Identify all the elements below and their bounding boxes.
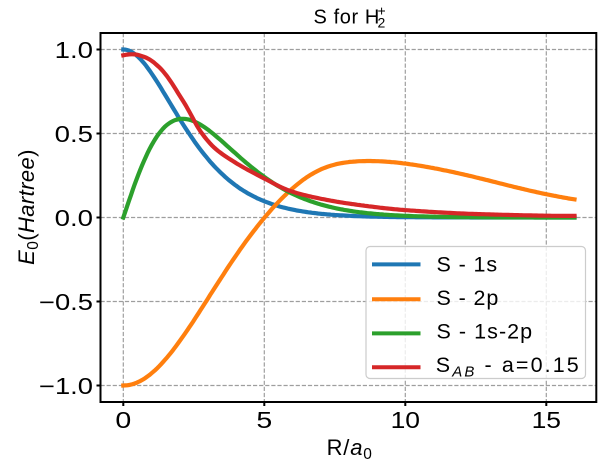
svg-text:E0(Hartree): E0(Hartree): [14, 149, 42, 265]
svg-text:15: 15: [532, 408, 561, 433]
svg-text:2: 2: [378, 15, 386, 31]
svg-text:5: 5: [256, 408, 272, 433]
svg-text:S - 1s-2p: S - 1s-2p: [437, 320, 534, 344]
svg-text:1.0: 1.0: [55, 38, 93, 63]
svg-text:−0.5: −0.5: [39, 290, 93, 315]
svg-text:S - 1s: S - 1s: [437, 253, 499, 277]
svg-text:10: 10: [391, 408, 420, 433]
svg-text:S - 2p: S - 2p: [437, 286, 500, 310]
svg-text:+: +: [378, 3, 386, 19]
svg-text:0.5: 0.5: [55, 122, 93, 147]
svg-text:SAB - a=0.15: SAB - a=0.15: [436, 353, 581, 380]
svg-text:0.0: 0.0: [55, 206, 93, 231]
svg-text:S for H: S for H: [314, 7, 380, 29]
svg-text:0: 0: [115, 408, 131, 433]
svg-text:−1.0: −1.0: [39, 374, 93, 399]
